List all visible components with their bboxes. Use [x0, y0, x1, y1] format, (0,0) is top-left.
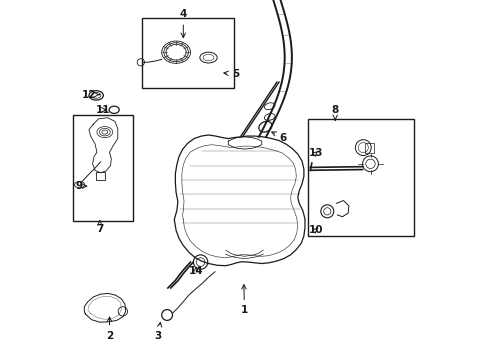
Text: 2: 2	[106, 317, 113, 341]
Text: 11: 11	[96, 105, 110, 115]
Text: 13: 13	[308, 148, 323, 158]
Text: 8: 8	[331, 105, 338, 120]
Text: 12: 12	[81, 90, 99, 100]
Bar	[73, 115, 133, 221]
Bar	[96, 172, 105, 180]
Bar	[307, 119, 413, 236]
Text: 14: 14	[188, 266, 203, 276]
Text: 1: 1	[241, 285, 247, 315]
Text: 4: 4	[179, 9, 186, 37]
Text: 5: 5	[224, 69, 239, 79]
Text: 3: 3	[154, 323, 162, 341]
Text: 7: 7	[96, 221, 103, 234]
Bar	[142, 18, 233, 88]
Text: 9: 9	[75, 181, 87, 191]
Text: 6: 6	[271, 132, 286, 143]
Bar	[365, 143, 373, 153]
Text: 10: 10	[308, 225, 323, 235]
